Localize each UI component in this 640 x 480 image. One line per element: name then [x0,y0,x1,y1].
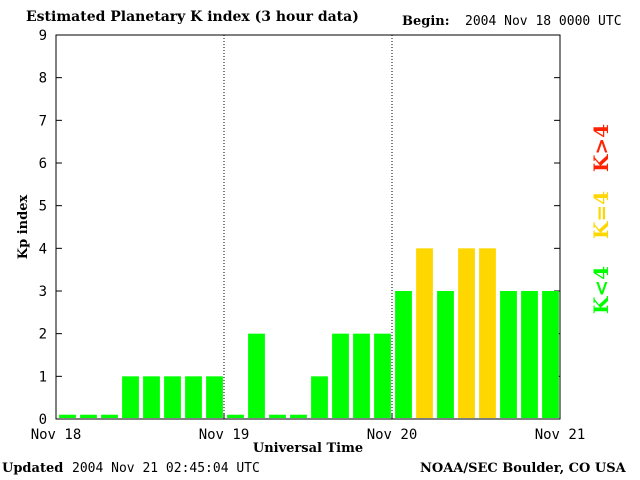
kp-bar [227,414,244,418]
kp-bar [500,291,517,418]
kp-bar [521,291,538,418]
y-tick-label: 4 [39,241,47,257]
begin-value: 2004 Nov 18 0000 UTC [465,14,622,29]
x-axis-title: Universal Time [253,441,363,456]
kp-bar [143,376,160,418]
begin-label: Begin: [402,14,450,29]
kp-bar [59,414,76,418]
kp-bar [248,333,265,418]
kp-bar [269,414,286,418]
kp-bar [290,414,307,418]
kp-bar [164,376,181,418]
kp-bar [374,333,391,418]
kp-bar [353,333,370,418]
kp-bar [395,291,412,418]
kp-bar [479,248,496,418]
kp-bar [416,248,433,418]
chart-title: Estimated Planetary K index (3 hour data… [26,9,359,25]
y-tick-label: 9 [39,28,47,44]
x-tick-label: Nov 21 [535,427,586,443]
kp-bar [101,414,118,418]
y-tick-label: 0 [39,412,47,428]
y-tick-label: 6 [39,156,47,172]
y-tick-label: 2 [39,327,47,343]
legend-label: K>4 [589,124,613,172]
y-axis-title: Kp index [16,195,31,260]
y-tick-label: 8 [39,71,47,87]
y-tick-label: 1 [39,369,47,385]
updated-label: Updated [2,461,64,476]
kp-bar [311,376,328,418]
kp-bar [542,291,559,418]
updated-value: 2004 Nov 21 02:45:04 UTC [72,461,260,476]
x-tick-label: Nov 19 [199,427,250,443]
y-tick-label: 7 [39,113,47,129]
plot-frame [55,34,561,420]
y-tick-label: 3 [39,284,47,300]
legend-label: K<4 [589,266,613,314]
kp-bar [122,376,139,418]
kp-bar [80,414,97,418]
legend-label: K=4 [589,191,613,239]
x-tick-label: Nov 18 [31,427,82,443]
kp-bar [437,291,454,418]
kp-bar [332,333,349,418]
y-tick-label: 5 [39,199,47,215]
kp-bar [206,376,223,418]
x-tick-label: Nov 20 [367,427,418,443]
credit-text: NOAA/SEC Boulder, CO USA [420,461,626,476]
kp-bar [458,248,475,418]
kp-bar [185,376,202,418]
